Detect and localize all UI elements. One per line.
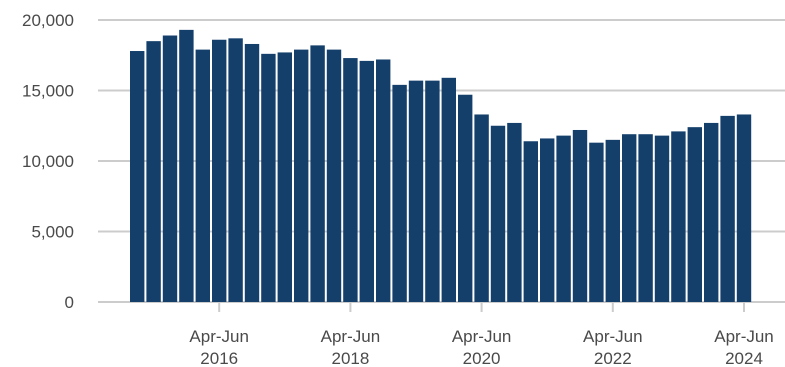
x-tick-label-line2: 2016 xyxy=(200,349,238,367)
bar-4 xyxy=(195,49,210,302)
bar-24 xyxy=(523,141,538,302)
bar-23 xyxy=(507,122,522,303)
x-axis-ticks: Apr-Jun 2016 Apr-Jun 2018 Apr-Jun 2020 Apr-Jun… xyxy=(189,302,774,367)
bar-32 xyxy=(654,135,670,302)
x-tick-label-line2: 2024 xyxy=(725,349,763,367)
bar-0 xyxy=(130,51,145,302)
bar-29 xyxy=(605,139,620,302)
bar-9 xyxy=(277,52,292,303)
bar-27 xyxy=(572,129,588,302)
bar-28 xyxy=(589,142,604,302)
bar-36 xyxy=(720,115,735,302)
bar-35 xyxy=(704,122,719,303)
bar-10 xyxy=(294,49,309,302)
bar-30 xyxy=(622,134,637,302)
y-axis-ticks: 0 5,000 10,000 15,000 20,000 xyxy=(22,11,74,312)
bar-8 xyxy=(261,53,276,303)
bar-5 xyxy=(212,39,227,303)
bar-15 xyxy=(376,59,391,303)
bar-31 xyxy=(638,134,653,302)
bar-18 xyxy=(425,80,440,302)
y-tick-label: 10,000 xyxy=(22,152,74,171)
bar-7 xyxy=(244,43,260,302)
bar-33 xyxy=(671,131,686,302)
x-tick-label-line1: Apr-Jun xyxy=(321,327,381,346)
bars xyxy=(130,29,752,303)
y-tick-label: 20,000 xyxy=(22,11,74,30)
bar-37 xyxy=(736,114,752,302)
bar-21 xyxy=(474,114,489,302)
bar-14 xyxy=(359,60,374,302)
bar-12 xyxy=(326,49,342,302)
bar-22 xyxy=(490,125,506,302)
bar-16 xyxy=(392,84,407,302)
x-tick-label-line1: Apr-Jun xyxy=(714,327,774,346)
x-tick-label-line1: Apr-Jun xyxy=(583,327,643,346)
x-tick-label-line2: 2020 xyxy=(463,349,501,367)
bar-13 xyxy=(343,58,358,302)
bar-19 xyxy=(441,77,456,302)
x-tick-label-line1: Apr-Jun xyxy=(452,327,512,346)
bar-17 xyxy=(408,80,424,302)
bar-25 xyxy=(540,138,555,302)
x-tick-label-line2: 2018 xyxy=(331,349,369,367)
y-tick-label: 0 xyxy=(65,293,74,312)
bar-34 xyxy=(687,127,702,302)
x-tick-label-line2: 2022 xyxy=(594,349,632,367)
bar-26 xyxy=(556,135,571,302)
bar-20 xyxy=(458,94,473,302)
bar-6 xyxy=(228,38,243,303)
bar-11 xyxy=(310,45,325,302)
x-tick-label-line1: Apr-Jun xyxy=(189,327,249,346)
y-tick-label: 15,000 xyxy=(22,82,74,101)
bar-3 xyxy=(179,29,194,303)
y-tick-label: 5,000 xyxy=(31,223,74,242)
bar-1 xyxy=(146,41,161,303)
bar-2 xyxy=(162,35,178,302)
